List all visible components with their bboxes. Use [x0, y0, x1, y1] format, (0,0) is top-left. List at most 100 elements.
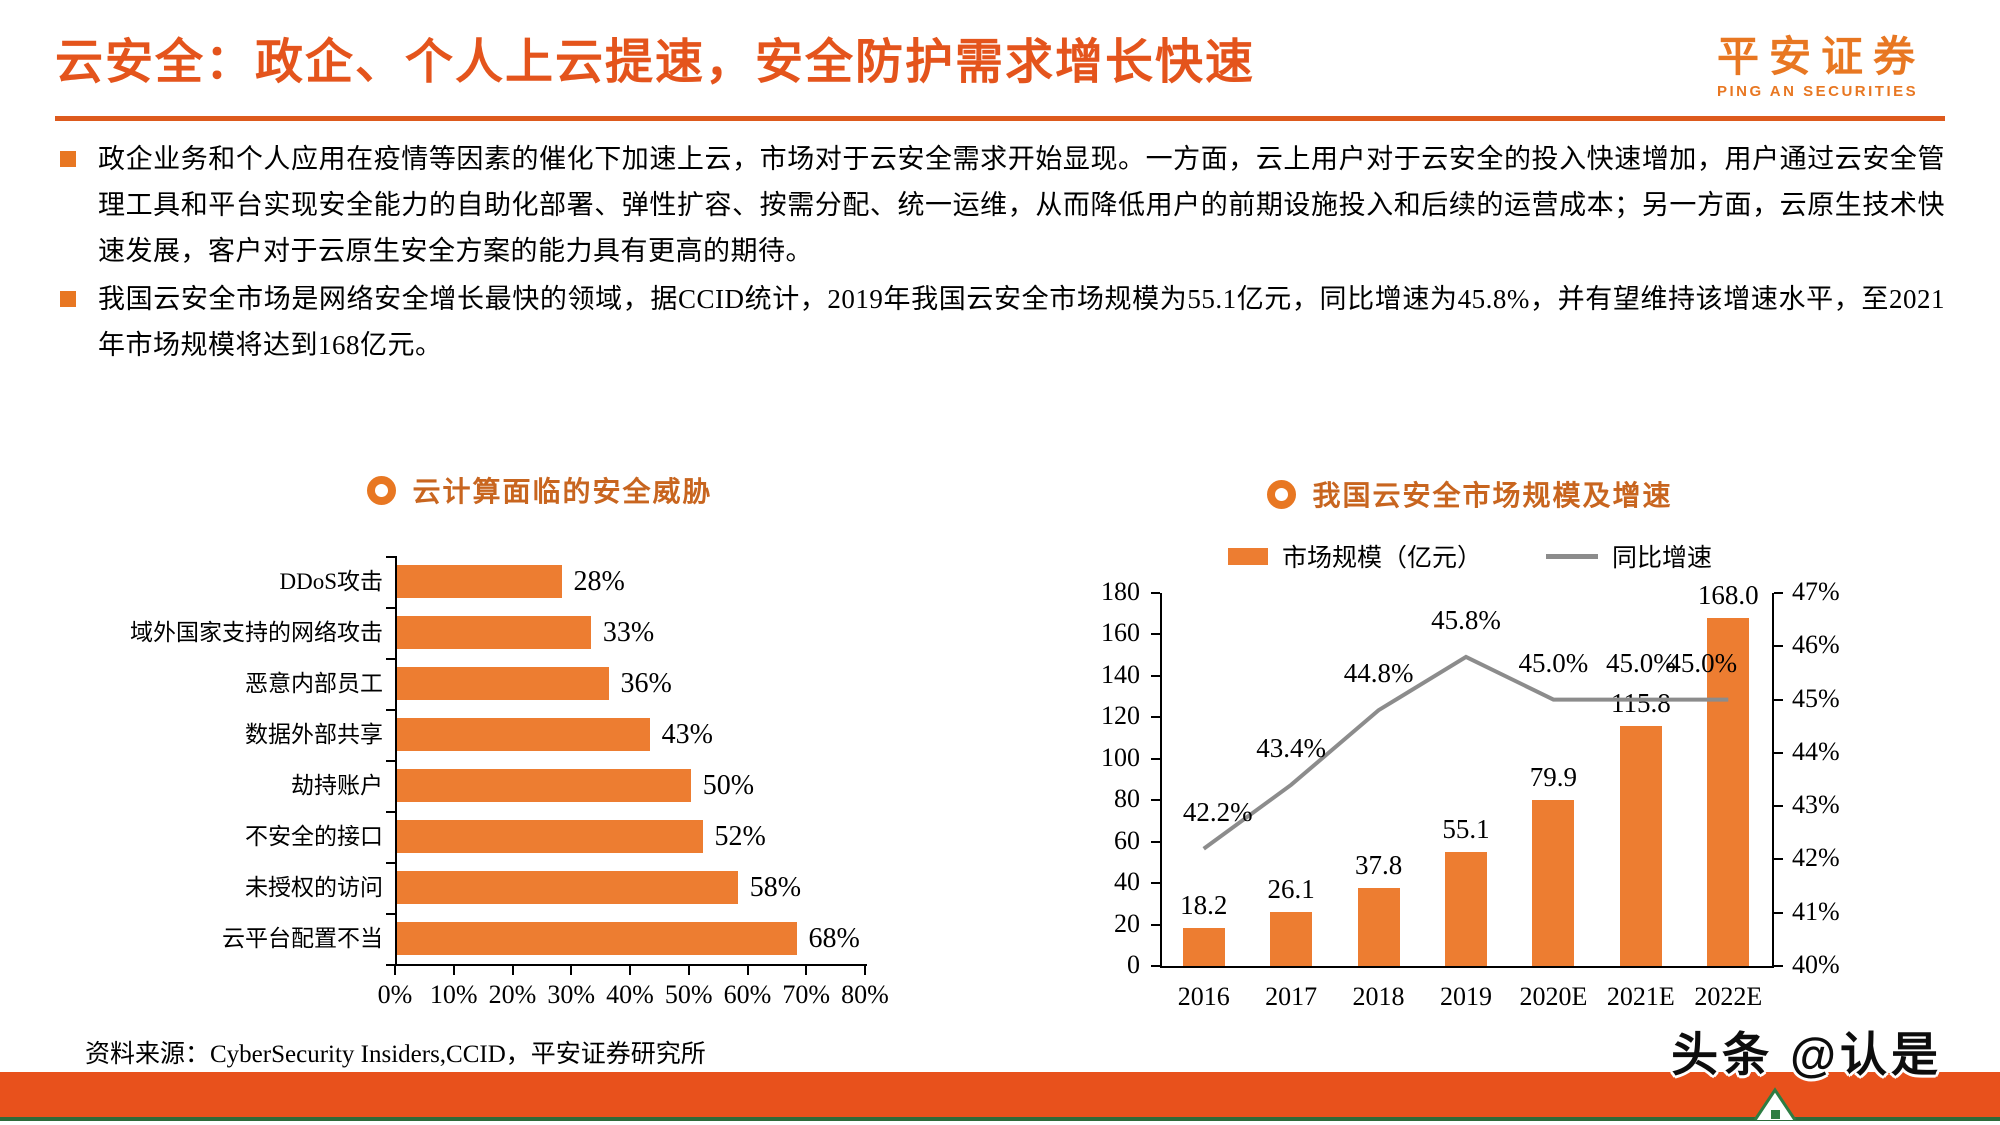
category-label: 云平台配置不当	[222, 926, 383, 951]
right-tick	[1774, 965, 1783, 967]
left-tick	[1151, 799, 1160, 802]
right-tick-label: 45%	[1792, 683, 1840, 713]
left-tick	[1151, 965, 1160, 967]
right-chart-title: 我国云安全市场规模及增速	[1312, 481, 1673, 512]
bullet-list: 政企业务和个人应用在疫情等因素的催化下加速上云，市场对于云安全需求开始显现。一方…	[60, 136, 1945, 370]
bar-value-label: 43%	[661, 719, 713, 750]
left-tick-label: 0	[1127, 950, 1140, 979]
left-tick-label: 160	[1101, 618, 1140, 648]
category-tick	[386, 811, 395, 813]
right-tick-label: 46%	[1792, 630, 1840, 660]
bullet-text: 政企业务和个人应用在疫情等因素的催化下加速上云，市场对于云安全需求开始显现。一方…	[98, 144, 1945, 266]
line-swatch-icon	[1546, 553, 1598, 559]
threat-bar	[397, 769, 691, 802]
year-label: 2020E	[1519, 982, 1588, 1011]
left-tick-label: 100	[1101, 742, 1140, 772]
left-tick-label: 80	[1114, 784, 1140, 814]
left-tick-label: 60	[1114, 825, 1140, 855]
growth-line	[1202, 654, 1729, 851]
value-tick	[746, 966, 749, 975]
bar-data-label: 37.8	[1354, 849, 1403, 880]
ring-icon	[367, 475, 397, 505]
legend: 市场规模（亿元） 同比增速	[1150, 538, 1790, 574]
source-note: 资料来源：CyberSecurity Insiders,CCID，平安证券研究所	[85, 1041, 706, 1068]
line-point-label: 42.2%	[1182, 796, 1253, 827]
bottom-band	[0, 1072, 2000, 1117]
x-tick-label: 40%	[606, 980, 654, 1009]
x-tick-label: 30%	[547, 980, 596, 1009]
line-point-label: 44.8%	[1343, 658, 1414, 689]
category-tick	[386, 913, 395, 915]
year-label: 2017	[1265, 982, 1318, 1011]
right-tick	[1774, 858, 1783, 861]
bar-data-label: 55.1	[1442, 813, 1490, 844]
x-tick-label: 20%	[488, 980, 537, 1009]
market-bar	[1270, 911, 1313, 966]
bar-value-label: 68%	[808, 923, 860, 954]
year-label: 2016	[1177, 982, 1230, 1011]
x-tick-label: 50%	[664, 980, 713, 1009]
line-point-label: 43.4%	[1256, 732, 1327, 763]
left-tick-label: 20	[1114, 908, 1140, 938]
bar-data-label: 18.2	[1180, 890, 1228, 921]
threat-bar	[397, 616, 591, 649]
line-point-label: 45.0%	[1605, 647, 1676, 678]
market-bar	[1532, 800, 1575, 966]
line-point-label: 45.0%	[1667, 647, 1738, 678]
bar-value-label: 28%	[573, 566, 625, 597]
right-tick-label: 40%	[1792, 950, 1840, 979]
right-tick	[1774, 805, 1783, 808]
right-chart-title-row: 我国云安全市场规模及增速	[1150, 474, 1790, 514]
value-tick	[687, 966, 690, 975]
left-tick-label: 140	[1101, 659, 1140, 689]
legend-item-line: 同比增速	[1546, 538, 1712, 574]
market-bar	[1707, 617, 1750, 966]
category-tick	[386, 658, 395, 660]
market-bar	[1619, 726, 1662, 966]
legend-label: 市场规模（亿元）	[1281, 545, 1482, 572]
year-label: 2019	[1439, 982, 1492, 1011]
year-label: 2018	[1352, 982, 1405, 1011]
bar-value-label: 36%	[620, 668, 672, 699]
left-tick	[1151, 674, 1160, 677]
threat-bar	[397, 871, 738, 904]
category-label: 域外国家支持的网络攻击	[130, 620, 383, 645]
threat-bar	[397, 667, 609, 700]
watermark-mountain-icon	[1753, 1087, 1797, 1121]
watermark: 头条 @认是	[1671, 1028, 1942, 1081]
market-bar	[1445, 851, 1487, 966]
left-tick	[1151, 716, 1160, 719]
category-tick	[386, 556, 395, 558]
value-tick	[394, 966, 396, 975]
value-tick	[511, 966, 514, 975]
bar-value-label: 52%	[714, 821, 766, 852]
bar-data-label: 79.9	[1529, 762, 1578, 793]
category-axis-line	[395, 556, 397, 966]
bullet-square-icon	[60, 151, 76, 167]
page-title: 云安全：政企、个人上云提速，安全防护需求增长快速	[55, 36, 1256, 89]
category-tick	[386, 607, 395, 609]
value-tick	[805, 966, 808, 975]
threat-bar	[397, 820, 703, 853]
right-tick-label: 44%	[1792, 736, 1840, 766]
category-tick	[386, 709, 395, 711]
right-tick-label: 41%	[1792, 896, 1840, 926]
right-tick-label: 43%	[1792, 790, 1840, 820]
value-tick	[629, 966, 631, 975]
left-chart-title-row: 云计算面临的安全威胁	[200, 470, 880, 510]
category-label: 数据外部共享	[245, 722, 383, 747]
right-tick-label: 42%	[1792, 843, 1840, 873]
bar-data-label: 26.1	[1267, 873, 1315, 904]
legend-label: 同比增速	[1612, 545, 1713, 572]
brand-logo: 平安证券 PING AN SECURITIES	[1717, 36, 1925, 100]
category-label: 不安全的接口	[245, 824, 383, 849]
category-label: DDoS攻击	[279, 569, 383, 594]
x-tick-label: 70%	[782, 980, 831, 1009]
left-tick	[1151, 757, 1160, 760]
right-tick-label: 47%	[1792, 577, 1840, 606]
bar-value-label: 50%	[702, 770, 755, 801]
left-tick	[1151, 882, 1160, 885]
left-tick-label: 40	[1114, 867, 1140, 897]
